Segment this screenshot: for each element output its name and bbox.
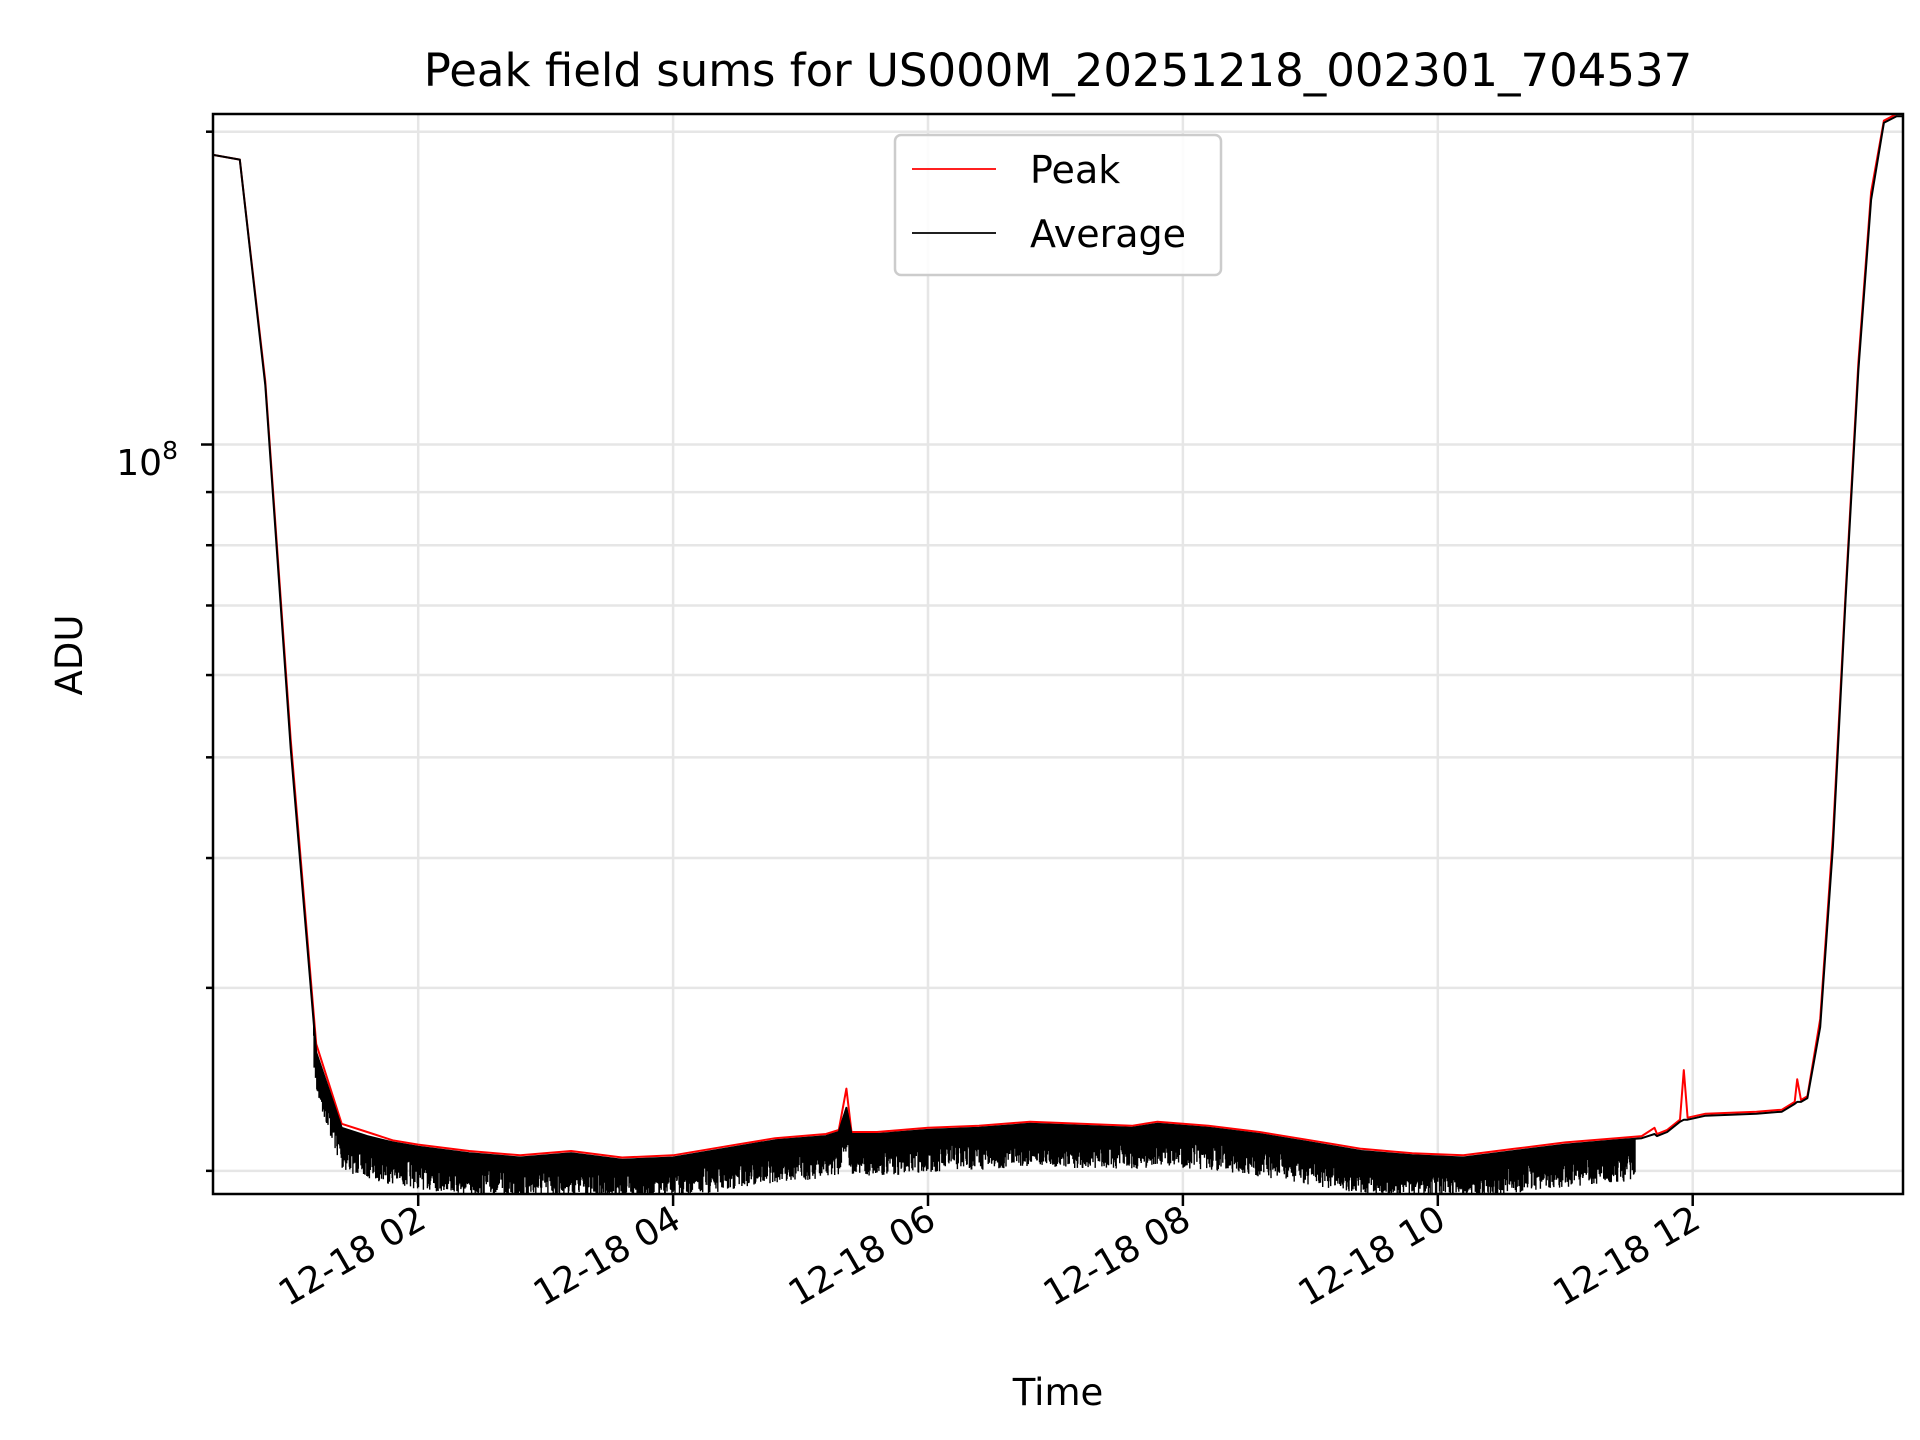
series-group xyxy=(213,114,1903,1194)
y-tick-label-major: 108 xyxy=(116,436,178,484)
x-axis-label: Time xyxy=(1012,1371,1104,1414)
legend-box xyxy=(893,133,1223,277)
plot-frame xyxy=(211,112,1905,1196)
y-tick-label-base: 10 xyxy=(116,443,162,484)
series-line-peak xyxy=(213,114,1903,1159)
chart-title: Peak field sums for US000M_20251218_0023… xyxy=(424,44,1693,97)
y-axis-label: ADU xyxy=(48,615,91,696)
y-tick-label-exponent: 8 xyxy=(162,436,178,465)
legend-label-peak: Peak xyxy=(1030,148,1120,192)
legend: Peak Average xyxy=(893,133,1223,277)
legend-label-average: Average xyxy=(1030,212,1186,256)
series-noise-average xyxy=(313,1022,1636,1194)
